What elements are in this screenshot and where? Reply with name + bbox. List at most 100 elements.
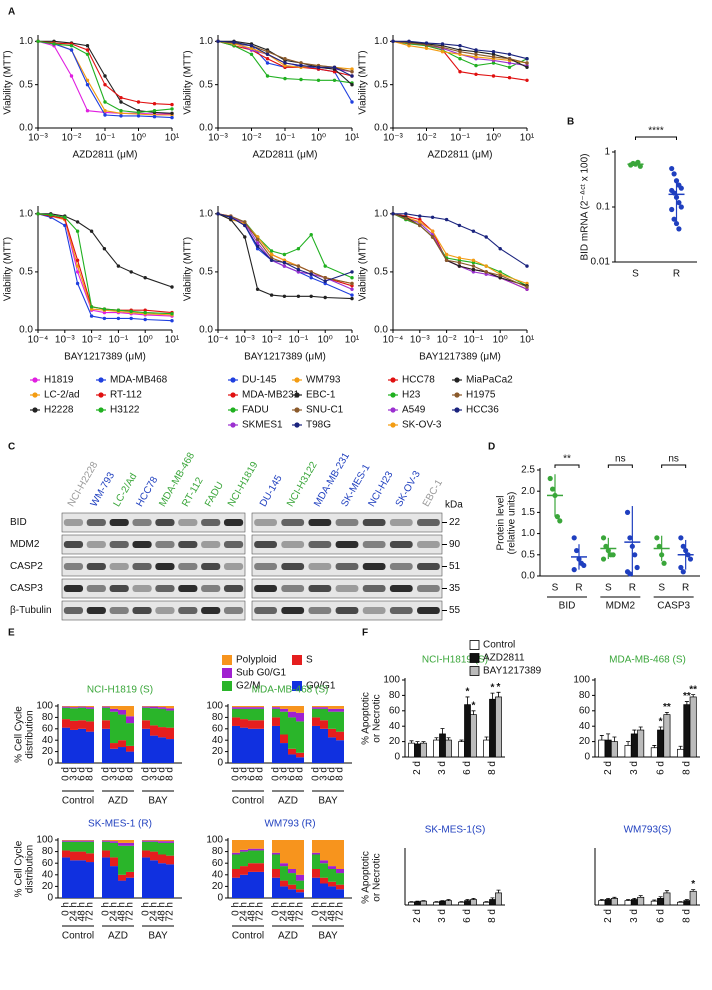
data-point: [676, 226, 682, 232]
x-tick-label: 10⁻¹: [289, 335, 309, 346]
bar-segment: [288, 873, 296, 885]
legend-label: T98G: [306, 420, 331, 431]
data-point: [170, 115, 174, 120]
data-point: [152, 115, 157, 119]
kda-value: 35: [449, 583, 461, 594]
legend-swatch: [222, 681, 232, 691]
data-point: [75, 229, 80, 233]
x-tick-label: 10⁰: [318, 335, 333, 346]
data-point: [85, 48, 90, 52]
group-label: CASP3: [657, 601, 690, 612]
error-bar: [490, 897, 495, 900]
blot-band: [223, 541, 244, 548]
bar-segment: [296, 840, 304, 875]
data-point: [424, 41, 429, 45]
legend-label: EBC-1: [306, 390, 336, 401]
data-point: [673, 178, 680, 184]
legend-label: AZD2811: [483, 653, 525, 664]
y-tick-label: 0.0: [374, 325, 388, 336]
x-tick-label: 10⁻²: [82, 335, 102, 346]
x-tick-label: 6 d: [247, 767, 258, 781]
legend-label: WM793: [306, 375, 341, 386]
group-label: AZD: [108, 931, 128, 942]
data-point: [550, 486, 556, 492]
blot-band: [201, 563, 221, 570]
data-point: [444, 217, 449, 222]
bar-segment: [166, 842, 174, 856]
legend-marker: [294, 392, 300, 398]
bar-segment: [320, 720, 328, 729]
data-point: [581, 562, 587, 569]
x-tick-label: S: [605, 583, 612, 594]
x-tick-label: 8 d: [487, 761, 498, 775]
bar: [650, 900, 658, 906]
y-tick-label: 100: [573, 675, 590, 686]
bar-segment: [150, 706, 158, 709]
data-point: [52, 42, 56, 46]
bar-segment: [142, 840, 150, 841]
data-point: [491, 50, 496, 54]
blot-band: [223, 607, 244, 614]
error-bar: [652, 745, 657, 748]
error-bar: [684, 899, 689, 901]
bar-segment: [158, 706, 166, 708]
data-point: [474, 55, 478, 59]
bar-segment: [118, 747, 126, 763]
x-tick-label: 24 h: [239, 902, 250, 921]
bar: [624, 900, 632, 906]
bar: [650, 747, 658, 758]
x-tick-label: 10⁻²: [262, 335, 282, 346]
y-tick-label: 60: [389, 705, 401, 716]
bar-segment: [320, 840, 328, 861]
data-point: [676, 200, 682, 206]
bar-segment: [232, 852, 240, 855]
bar-segment: [232, 708, 240, 718]
data-point: [430, 229, 435, 233]
legend-marker: [294, 377, 300, 383]
data-point: [299, 63, 303, 68]
legend-label: S: [306, 655, 313, 666]
y-tick-label: 0.0: [199, 123, 213, 134]
data-point: [299, 61, 303, 65]
bar: [630, 733, 638, 758]
row-label: CASP3: [10, 583, 43, 594]
data-point: [484, 270, 488, 274]
data-point: [418, 223, 422, 228]
data-point: [610, 552, 616, 558]
blot-band: [109, 585, 129, 592]
data-point: [143, 310, 147, 315]
kda-value: 51: [449, 561, 461, 572]
chart-title: SK-MES-1 (R): [88, 819, 152, 830]
error-bar: [465, 899, 470, 901]
y-axis-label: BID mRNA (2⁻ᐞᶜᵗ x 100): [580, 153, 591, 260]
bar: [470, 714, 477, 758]
data-point: [136, 114, 141, 118]
data-point: [350, 293, 354, 297]
data-point: [687, 556, 694, 562]
bar-segment: [102, 728, 110, 763]
bar-segment: [288, 889, 296, 898]
data-point: [283, 63, 287, 68]
data-point: [491, 52, 496, 56]
bar: [689, 890, 697, 906]
blot-band: [362, 519, 386, 526]
bar: [439, 900, 446, 906]
bar-segment: [126, 716, 134, 724]
y-tick-label: 0.0: [374, 123, 388, 134]
y-tick-label: 40: [42, 735, 54, 746]
bar-segment: [320, 877, 328, 884]
legend-label: MDA-MB231: [242, 390, 300, 401]
error-bar: [496, 691, 501, 697]
x-tick-label: 72 h: [255, 902, 266, 921]
series-line: [217, 213, 353, 279]
x-tick-label: 48 h: [247, 902, 258, 921]
panel-label: B: [567, 117, 574, 128]
y-axis-label: Protein level: [496, 495, 507, 550]
bar-segment: [336, 869, 344, 874]
x-axis-label: AZD2811 (μM): [252, 150, 317, 161]
significance-label: *: [497, 682, 501, 693]
bar-segment: [272, 854, 280, 869]
x-tick-label: 48 h: [327, 902, 338, 921]
y-tick-label: 60: [42, 858, 54, 869]
blot-band: [335, 563, 359, 570]
